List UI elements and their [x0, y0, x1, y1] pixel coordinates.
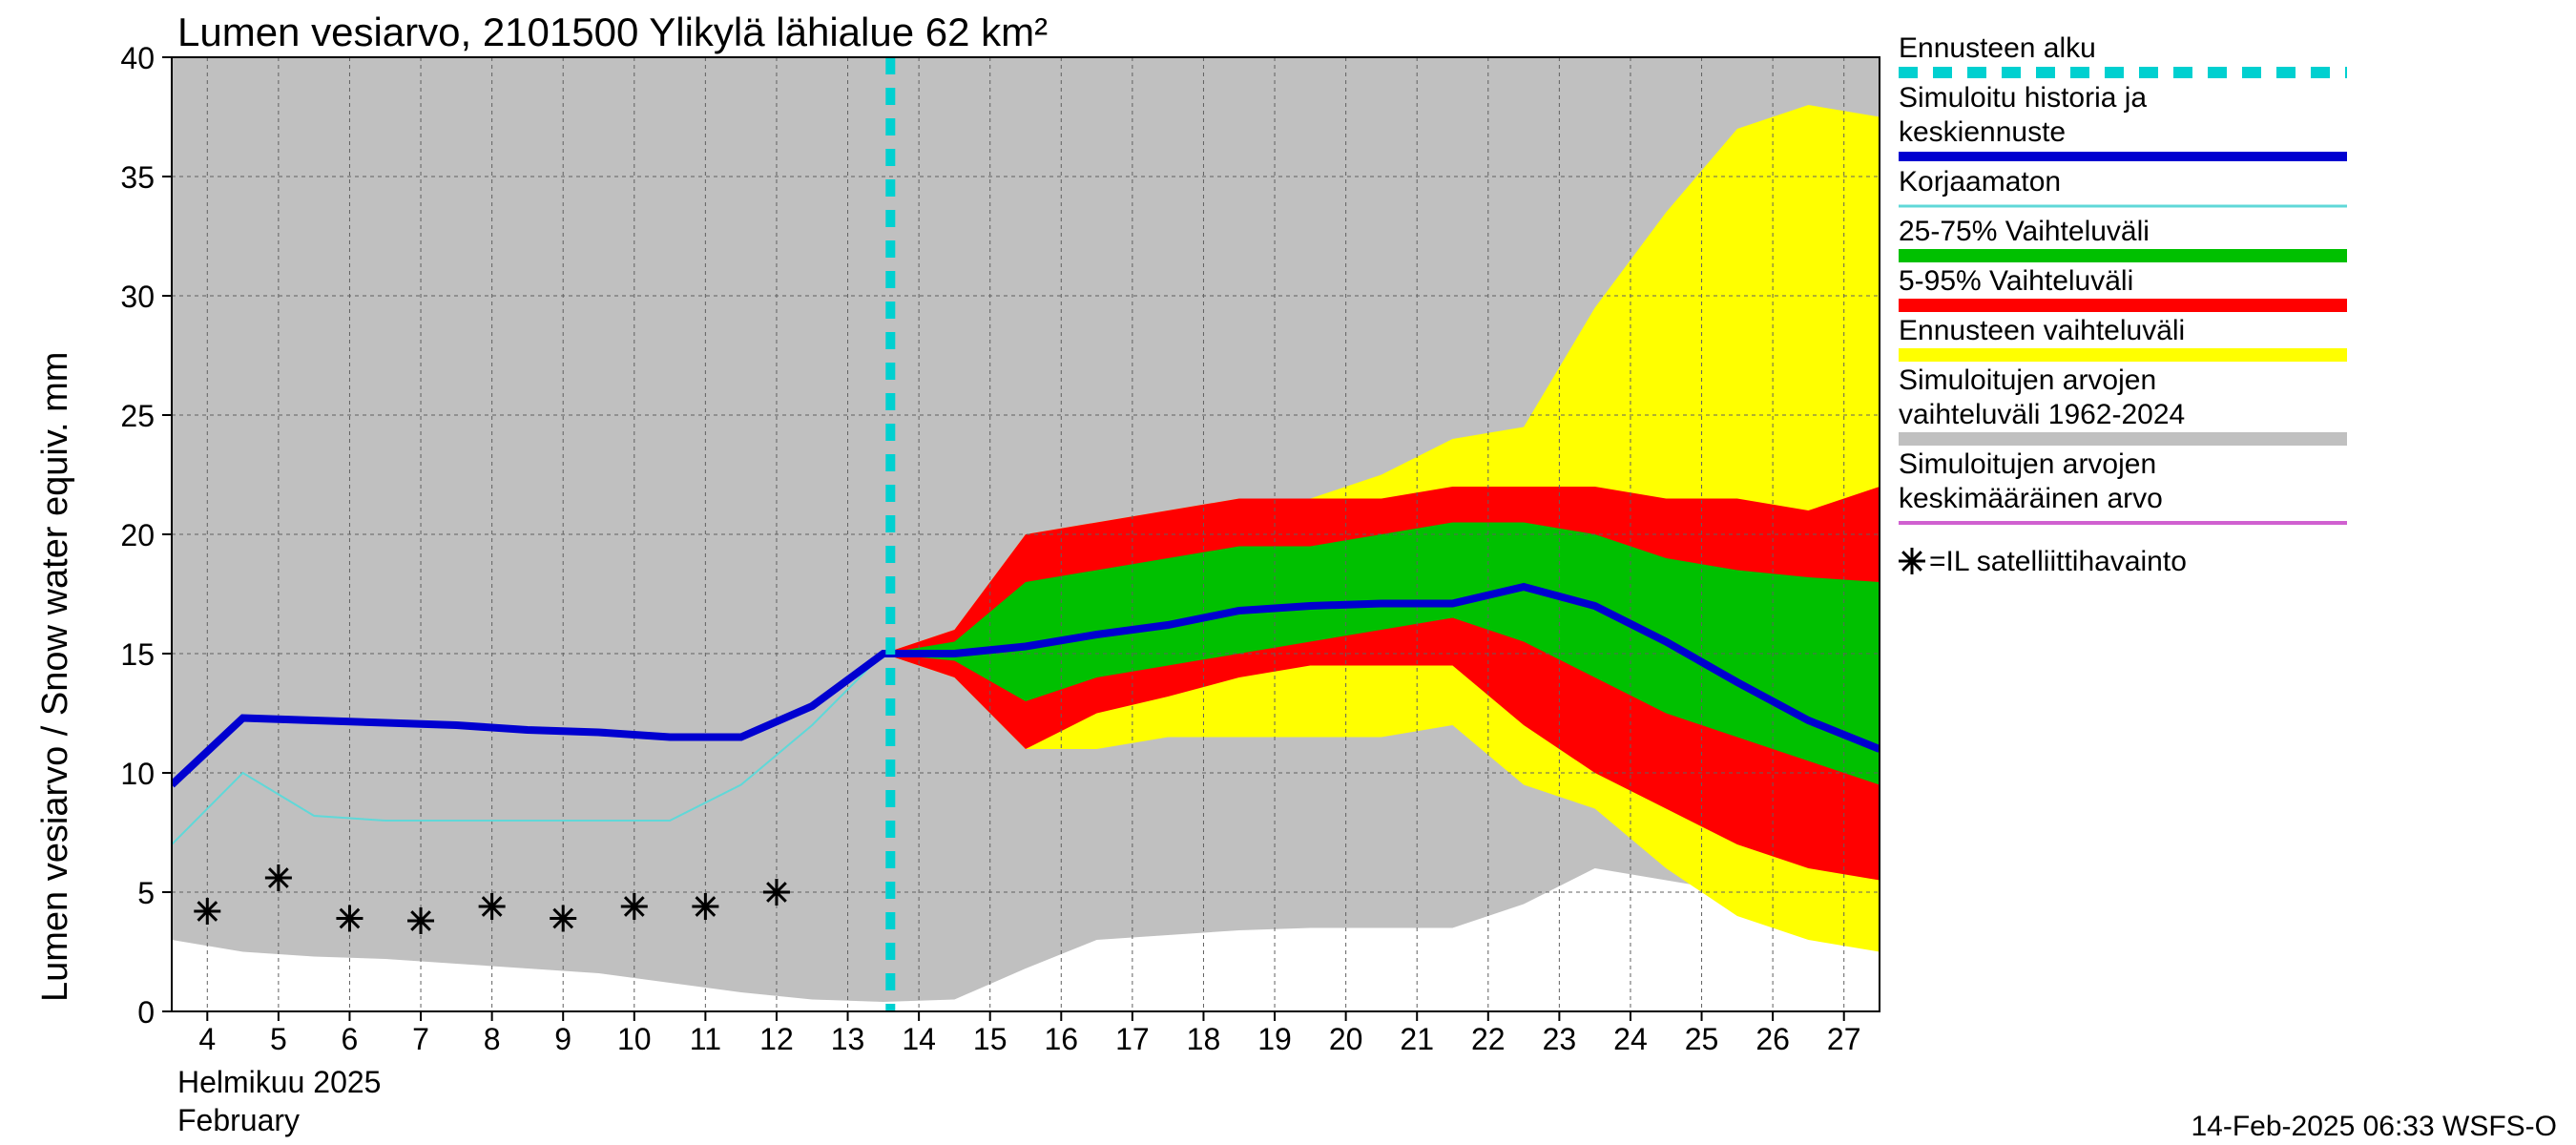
- legend-label: Korjaamaton: [1899, 166, 2061, 198]
- x-tick-label: 8: [484, 1022, 501, 1056]
- legend-label: Ennusteen vaihteluväli: [1899, 315, 2185, 346]
- y-tick-label: 25: [120, 399, 155, 433]
- x-tick-label: 9: [554, 1022, 571, 1056]
- satellite-marker: [336, 906, 363, 932]
- x-tick-label: 25: [1685, 1022, 1719, 1056]
- legend-label: Simuloitujen arvojen: [1899, 448, 2156, 480]
- x-tick-label: 5: [270, 1022, 287, 1056]
- y-tick-label: 10: [120, 757, 155, 791]
- y-tick-label: 35: [120, 160, 155, 195]
- forecast-chart: 0510152025303540456789101112131415161718…: [0, 0, 2576, 1145]
- x-tick-label: 20: [1329, 1022, 1363, 1056]
- chart-container: 0510152025303540456789101112131415161718…: [0, 0, 2576, 1145]
- x-tick-label: 11: [690, 1022, 721, 1056]
- legend-swatch: [1899, 348, 2347, 362]
- satellite-marker: [265, 864, 292, 891]
- x-tick-label: 27: [1827, 1022, 1861, 1056]
- chart-title: Lumen vesiarvo, 2101500 Ylikylä lähialue…: [177, 10, 1048, 54]
- legend-label: 25-75% Vaihteluväli: [1899, 216, 2150, 247]
- legend-label: vaihteluväli 1962-2024: [1899, 399, 2185, 430]
- x-tick-label: 4: [198, 1022, 216, 1056]
- y-tick-label: 30: [120, 280, 155, 314]
- satellite-marker: [550, 906, 576, 932]
- x-tick-label: 15: [973, 1022, 1008, 1056]
- x-tick-label: 12: [759, 1022, 794, 1056]
- x-tick-label: 13: [831, 1022, 865, 1056]
- y-tick-label: 15: [120, 637, 155, 672]
- x-tick-label: 19: [1257, 1022, 1292, 1056]
- x-tick-label: 26: [1755, 1022, 1790, 1056]
- satellite-marker: [407, 907, 434, 934]
- legend-swatch: [1899, 432, 2347, 446]
- satellite-marker: [479, 893, 506, 920]
- x-tick-label: 23: [1543, 1022, 1577, 1056]
- x-tick-label: 22: [1471, 1022, 1506, 1056]
- y-tick-label: 20: [120, 518, 155, 552]
- satellite-marker: [763, 879, 790, 906]
- satellite-marker: [621, 893, 648, 920]
- x-axis-label-2: February: [177, 1103, 300, 1137]
- legend-label: 5-95% Vaihteluväli: [1899, 265, 2133, 297]
- satellite-marker: [1899, 548, 1925, 574]
- y-tick-label: 40: [120, 41, 155, 75]
- legend-label: Ennusteen alku: [1899, 32, 2096, 64]
- x-tick-label: 10: [617, 1022, 652, 1056]
- legend-swatch: [1899, 299, 2347, 312]
- legend-label: keskiennuste: [1899, 116, 2066, 148]
- y-tick-label: 5: [137, 876, 155, 910]
- x-tick-label: 17: [1115, 1022, 1150, 1056]
- x-axis-label-1: Helmikuu 2025: [177, 1065, 381, 1099]
- y-axis-label: Lumen vesiarvo / Snow water equiv. mm: [35, 352, 75, 1002]
- legend-swatch: [1899, 249, 2347, 262]
- legend-label: Simuloitu historia ja: [1899, 82, 2147, 114]
- legend-label: =IL satelliittihavainto: [1929, 546, 2187, 577]
- timestamp-footer: 14-Feb-2025 06:33 WSFS-O: [2191, 1111, 2557, 1142]
- x-tick-label: 7: [412, 1022, 429, 1056]
- y-tick-label: 0: [137, 995, 155, 1030]
- legend-label: Simuloitujen arvojen: [1899, 364, 2156, 396]
- x-tick-label: 6: [342, 1022, 359, 1056]
- x-tick-label: 21: [1400, 1022, 1434, 1056]
- x-tick-label: 24: [1613, 1022, 1648, 1056]
- legend-label: keskimääräinen arvo: [1899, 483, 2163, 514]
- x-tick-label: 14: [902, 1022, 936, 1056]
- satellite-marker: [692, 893, 718, 920]
- x-tick-label: 16: [1044, 1022, 1078, 1056]
- x-tick-label: 18: [1187, 1022, 1221, 1056]
